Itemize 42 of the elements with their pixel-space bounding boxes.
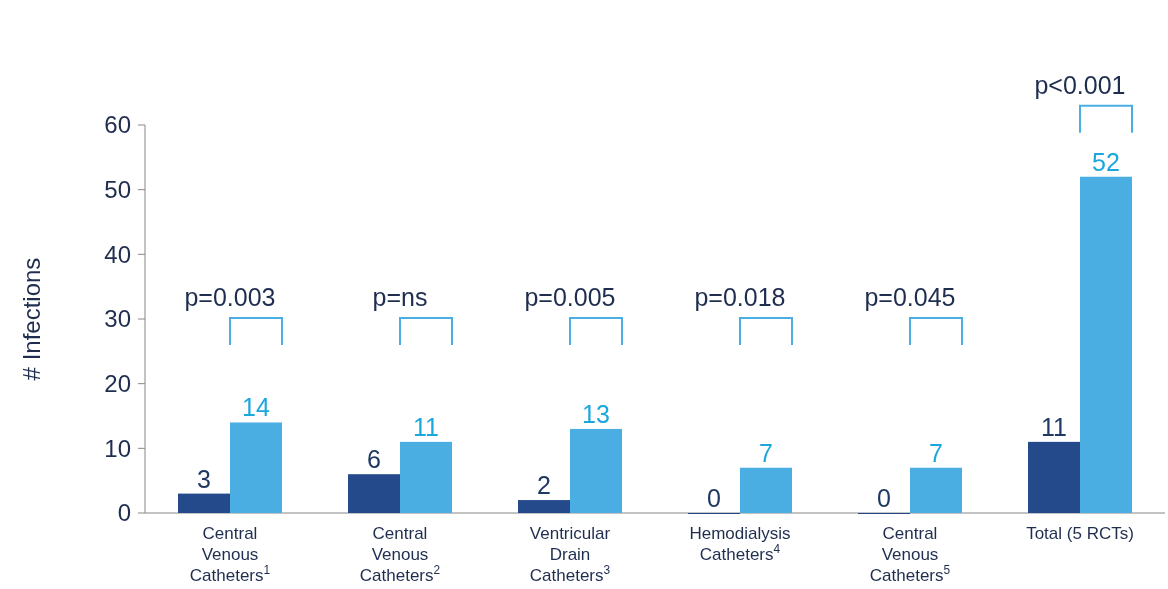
annotation: p=0.005 <box>524 283 616 311</box>
y-tick-label: 30 <box>104 305 131 333</box>
y-tick-label: 40 <box>104 240 131 268</box>
y-tick-label: 10 <box>104 434 131 462</box>
y-tick-label: 60 <box>104 111 131 139</box>
data-label: 7 <box>929 438 943 467</box>
text: p<0.001 <box>1034 70 1126 99</box>
data-label: 7 <box>759 438 773 467</box>
x-tick-label: Central Venous Catheters$^{2}$ <box>359 524 441 585</box>
bar <box>230 422 282 513</box>
y-tick-label: 50 <box>104 176 131 204</box>
bar <box>570 428 622 513</box>
x-tick-label: Total (5 RCTs) <box>1026 524 1134 543</box>
annotation: p=ns <box>372 283 428 311</box>
data-label: 11 <box>413 412 439 441</box>
bar <box>178 493 230 513</box>
data-label: 14 <box>242 393 270 422</box>
y-tick-label: 0 <box>117 499 131 527</box>
data-label: 13 <box>582 399 610 428</box>
annotation: p=0.045 <box>864 283 956 311</box>
data-label: 2 <box>537 471 551 500</box>
y-axis-title: # Infections <box>18 257 45 381</box>
bar <box>400 441 452 513</box>
data-label: 6 <box>367 445 381 474</box>
data-label: 3 <box>197 464 211 493</box>
x-tick-label: Hemodialysis Catheters$^{4}$ <box>689 524 791 564</box>
bar <box>1080 176 1132 513</box>
data-label: 0 <box>877 484 891 512</box>
x-tick-label: Central Venous Catheters$^{5}$ <box>869 524 951 585</box>
annotation: p=0.003 <box>184 283 276 311</box>
annotation: p=0.018 <box>694 283 786 311</box>
bar <box>348 474 400 513</box>
data-label: 0 <box>707 484 721 512</box>
x-tick-label: Ventricular Drain Catheters$^{3}$ <box>529 524 611 585</box>
y-tick-label: 20 <box>104 370 131 398</box>
data-label: 52 <box>1092 147 1120 176</box>
data-label: 11 <box>1041 412 1067 441</box>
bar <box>740 467 792 513</box>
bar <box>910 467 962 513</box>
bar <box>518 500 570 513</box>
bar <box>1028 441 1080 513</box>
x-tick-label: Central Venous Catheters$^{1}$ <box>189 524 271 585</box>
